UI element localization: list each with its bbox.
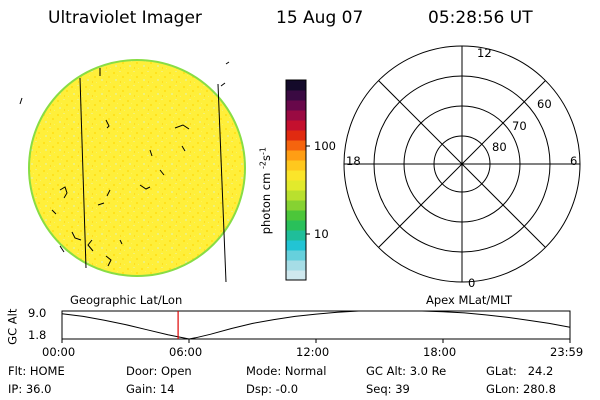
image-time: 05:28:56 UT	[428, 8, 533, 28]
geographic-label: Geographic Lat/Lon	[70, 293, 183, 307]
mlt-label-6: 6	[570, 154, 578, 168]
colorbar-band	[286, 200, 306, 211]
colorbar-band	[286, 110, 306, 121]
time-tick-1800: 18:00	[423, 345, 457, 359]
colorbar-band	[286, 250, 306, 261]
colorbar-band	[286, 130, 306, 141]
colorbar-band	[286, 120, 306, 131]
colorbar-band	[286, 150, 306, 161]
colorbar-band	[286, 210, 306, 221]
colorbar-unit-label: photon cm -2s-1	[258, 121, 274, 261]
colorbar-band	[286, 170, 306, 181]
image-date: 15 Aug 07	[276, 8, 364, 28]
time-tick-2359: 23:59	[550, 345, 584, 359]
colorbar-band	[286, 220, 306, 231]
mlt-label-12: 12	[477, 46, 492, 60]
mlat-label-80: 80	[492, 140, 507, 154]
time-tick-0000: 00:00	[42, 345, 76, 359]
unit-exponent-1: -2	[258, 161, 268, 170]
unit-seconds: s	[259, 155, 274, 162]
status-seq: Seq: 39	[366, 382, 410, 396]
altitude-plot	[61, 310, 571, 343]
mlat-mlt-polar-grid	[343, 45, 581, 283]
status-dsp: Dsp: -0.0	[246, 382, 299, 396]
status-gain: Gain: 14	[126, 382, 175, 396]
colorbar-band	[286, 240, 306, 251]
mlat-label-60: 60	[537, 97, 552, 111]
colorbar-band	[286, 80, 306, 91]
colorbar-band	[286, 270, 306, 281]
mlt-label-0: 0	[468, 276, 476, 290]
colorbar-band	[286, 230, 306, 241]
uv-image-disk	[19, 59, 246, 283]
altitude-tick-min: 1.8	[28, 328, 47, 342]
altitude-series-line	[61, 310, 571, 340]
apex-label: Apex MLat/MLT	[426, 293, 513, 307]
colorbar-tick-10: 10	[314, 227, 329, 241]
unit-text: photon cm	[259, 172, 274, 235]
colorbar-band	[286, 160, 306, 171]
time-tick-0600: 06:00	[169, 345, 203, 359]
mlat-label-70: 70	[512, 119, 527, 133]
colorbar-band	[286, 90, 306, 101]
colorbar-band	[286, 260, 306, 271]
status-gc-alt: GC Alt: 3.0 Re	[366, 364, 447, 378]
colorbar-band	[286, 100, 306, 111]
unit-exponent-2: -1	[258, 147, 268, 156]
status-mode: Mode: Normal	[246, 364, 327, 378]
mlt-label-18: 18	[346, 154, 361, 168]
colorbar-band	[286, 140, 306, 151]
status-ip: IP: 36.0	[8, 382, 52, 396]
colorbar-band	[286, 190, 306, 201]
colorbar-axis	[285, 79, 310, 281]
status-glon: GLon: 280.8	[486, 382, 556, 396]
time-tick-1200: 12:00	[296, 345, 330, 359]
colorbar-band	[286, 180, 306, 191]
colorbar-tick-100: 100	[314, 139, 336, 153]
status-door: Door: Open	[126, 364, 192, 378]
altitude-tick-max: 9.0	[28, 306, 47, 320]
status-glat: GLat: 24.2	[486, 364, 554, 378]
altitude-axis-label: GC Alt	[5, 308, 20, 345]
instrument-title: Ultraviolet Imager	[48, 8, 202, 28]
status-flt: Flt: HOME	[8, 364, 65, 378]
intensity-colorbar	[286, 80, 306, 281]
